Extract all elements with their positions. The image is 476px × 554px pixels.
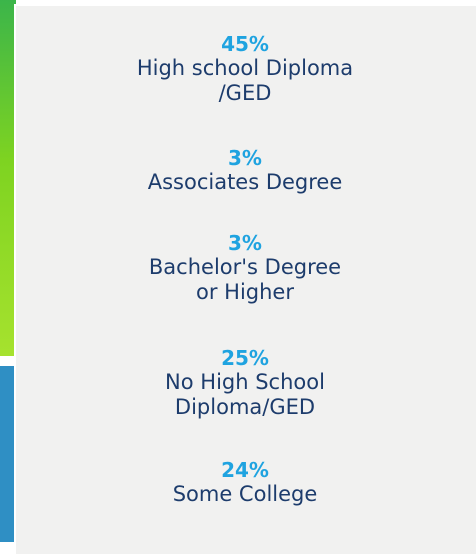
label-line: High school Diploma bbox=[136, 56, 354, 80]
legend-item: 24% Some College bbox=[14, 458, 476, 507]
percent: 3% bbox=[228, 146, 262, 170]
legend-item: 25% No High School Diploma/GED bbox=[14, 346, 476, 420]
legend-item: 3% Associates Degree bbox=[14, 146, 476, 195]
label-line: Bachelor's Degree bbox=[148, 255, 342, 279]
label-line: Some College bbox=[172, 482, 318, 506]
label-line: Diploma/GED bbox=[174, 395, 316, 419]
percent: 45% bbox=[221, 32, 269, 56]
legend-panel bbox=[14, 4, 476, 554]
percent: 25% bbox=[221, 346, 269, 370]
label-line: /GED bbox=[218, 81, 272, 105]
percent: 3% bbox=[228, 231, 262, 255]
legend-item: 3% Bachelor's Degree or Higher bbox=[14, 231, 476, 305]
blue-strip bbox=[0, 366, 16, 542]
label-line: or Higher bbox=[196, 280, 294, 304]
green-strip bbox=[0, 0, 16, 356]
percent: 24% bbox=[221, 458, 269, 482]
legend-item: 45% High school Diploma/GED bbox=[14, 32, 476, 106]
label-line: No High School bbox=[165, 370, 325, 394]
label-line: Associates Degree bbox=[147, 170, 343, 194]
